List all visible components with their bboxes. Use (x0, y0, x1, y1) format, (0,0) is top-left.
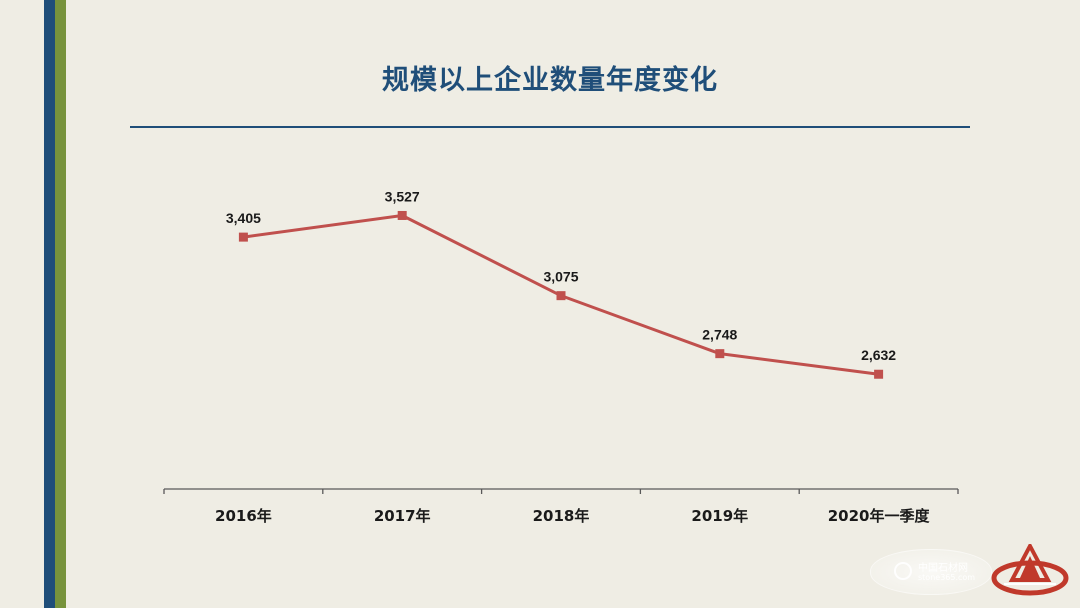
x-tick-label: 2017年 (374, 507, 431, 525)
data-label: 2,632 (861, 347, 896, 363)
data-point-marker (874, 369, 884, 379)
data-label: 3,075 (543, 269, 578, 285)
x-tick-label: 2019年 (691, 507, 748, 525)
x-tick-label: 2020年一季度 (828, 507, 931, 525)
data-point-marker (238, 232, 248, 242)
data-point-marker (715, 349, 725, 359)
slide-title: 规模以上企业数量年度变化 (382, 65, 718, 96)
watermark-site-name: 中国石材网 (918, 563, 968, 574)
site-watermark: 中国石材网 stone365.com (870, 549, 992, 595)
data-point-marker (397, 210, 407, 220)
title-divider (130, 126, 970, 128)
x-tick-label: 2018年 (533, 507, 590, 525)
watermark-logo-icon (894, 562, 912, 580)
x-tick-label: 2016年 (215, 507, 272, 525)
watermark-site-url: stone365.com (918, 573, 976, 582)
watermark-oval (870, 549, 992, 595)
left-accent-bar-green (55, 0, 66, 608)
data-label: 3,405 (226, 210, 261, 226)
left-accent-bar-blue (44, 0, 55, 608)
data-point-marker (556, 291, 566, 301)
association-logo-icon (991, 544, 1069, 596)
data-label: 2,748 (702, 327, 737, 343)
data-label: 3,527 (385, 188, 420, 204)
